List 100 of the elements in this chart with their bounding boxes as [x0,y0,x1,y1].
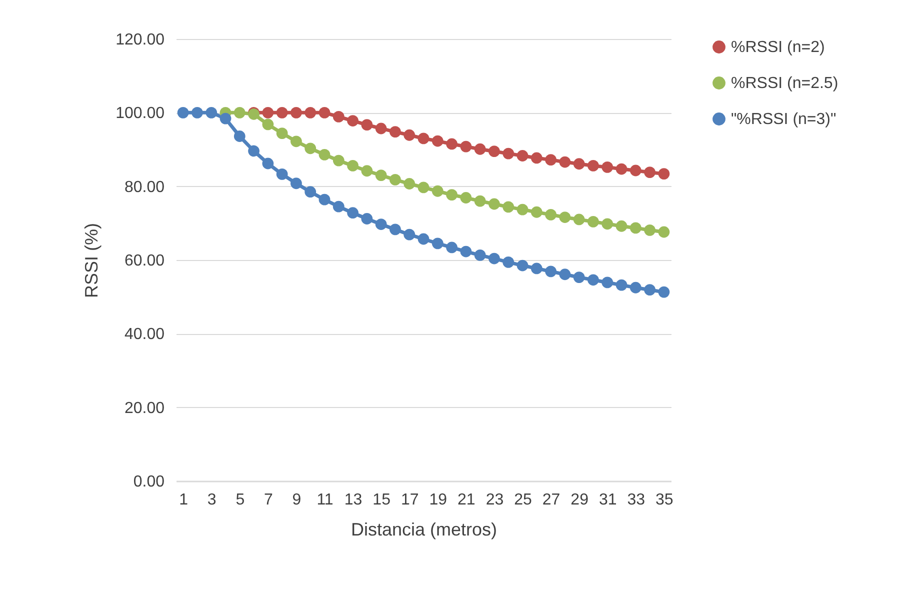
point [530,152,542,164]
point [234,106,246,118]
point [262,158,274,170]
point [446,242,458,254]
point [418,132,430,144]
point [658,286,670,298]
point [318,194,330,206]
x-tick-label: 13 [344,492,362,508]
y-tick-label: 60.00 [124,252,165,270]
x-tick-label: 5 [236,492,245,508]
point [588,160,599,172]
point [390,224,401,236]
point [460,246,472,258]
point [588,216,599,228]
x-tick-label: 11 [316,492,334,508]
point [602,161,614,173]
point [192,106,203,118]
point [177,106,189,118]
point [276,128,288,139]
point [332,154,344,166]
x-tick-label: 31 [598,492,617,508]
y-tick-label: 40.00 [124,326,165,344]
point [474,250,486,261]
point [630,282,642,294]
point [616,279,628,291]
x-tick-label: 9 [292,492,302,508]
point [658,168,670,180]
legend-label: %RSSI (n=2.5) [731,75,838,92]
point [234,130,246,142]
point [474,195,486,207]
point [616,163,628,175]
point [573,158,585,170]
point [488,198,500,210]
legend-label: "%RSSI (n=3)" [731,111,836,128]
point [559,268,571,280]
point [573,214,585,226]
point [488,252,500,264]
point [418,233,430,245]
point [516,150,528,162]
point [602,276,614,288]
point [616,220,628,232]
point [361,213,373,224]
point [276,168,288,180]
x-axis-title: Distancia (metros) [350,520,498,540]
point [404,228,416,240]
point [332,200,344,212]
point [644,224,656,236]
x-tick-label: 7 [264,492,273,508]
point [276,106,288,118]
x-tick-label: 17 [400,492,419,508]
point [262,118,274,130]
x-tick-label: 29 [570,492,589,508]
point [304,142,316,154]
y-tick-label: 80.00 [124,178,165,196]
point [530,262,542,274]
point [545,266,556,278]
point [545,209,556,220]
point [432,238,444,250]
point [220,112,232,124]
point [432,135,444,147]
point [644,284,656,296]
point [206,106,218,118]
point [559,212,571,223]
point [404,178,416,190]
legend-label: %RSSI (n=2) [731,39,825,56]
point [644,166,656,178]
point [375,218,387,230]
point [318,106,330,118]
point [347,160,358,172]
point [488,146,500,158]
y-tick-label: 120.00 [116,32,165,48]
point [573,272,585,283]
point [588,274,599,286]
point [304,186,316,198]
point [516,260,528,272]
point [248,145,260,157]
point [658,226,670,238]
x-tick-label: 21 [458,492,476,508]
y-tick-label: 100.00 [116,105,165,122]
point [375,170,387,181]
point [318,148,330,160]
point [304,106,316,118]
x-tick-label: 3 [207,492,216,508]
point [530,206,542,218]
point [347,115,358,126]
point [390,126,401,138]
point [432,185,444,197]
point [262,106,274,118]
point [390,174,401,186]
point [460,192,472,204]
point [516,204,528,216]
point [630,164,642,176]
x-tick-label: 25 [514,492,532,508]
point [502,201,514,213]
point [474,143,486,155]
point [332,111,344,122]
point [502,148,514,160]
x-tick-label: 15 [372,492,391,508]
y-axis-title: RSSI (%) [82,222,102,298]
point [545,154,556,166]
